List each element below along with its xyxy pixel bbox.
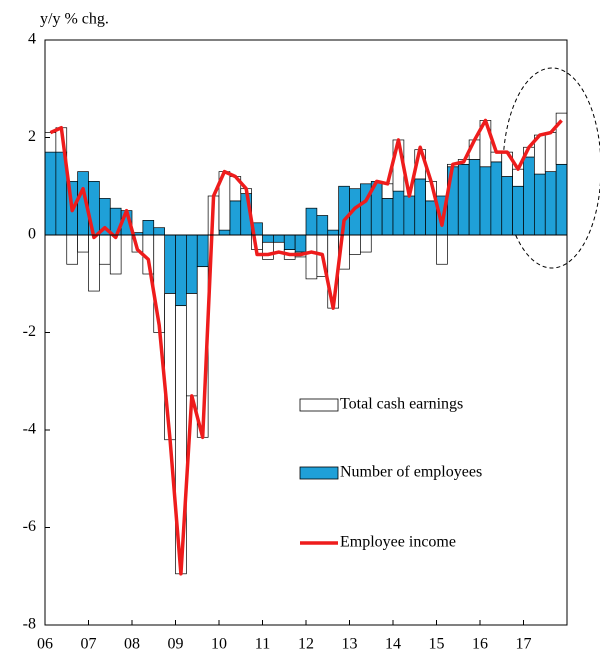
bar [555, 163, 568, 236]
bar [468, 159, 481, 236]
legend-label: Employee income [340, 534, 456, 551]
x-tick-label: 09 [168, 636, 184, 653]
line [49, 118, 563, 576]
bar [153, 227, 165, 236]
bar [294, 234, 307, 253]
bar [196, 234, 209, 268]
bar [262, 241, 274, 260]
bar [436, 234, 448, 265]
bar [403, 195, 416, 236]
bar [305, 207, 318, 236]
bar [262, 234, 274, 243]
y-tick-label: -6 [23, 518, 36, 535]
legend-label: Total cash earnings [340, 396, 463, 413]
x-tick-label: 12 [298, 636, 314, 653]
y-tick-label: 0 [28, 226, 36, 243]
bar [534, 173, 546, 236]
bar [479, 166, 492, 236]
bar [164, 234, 176, 294]
bar [186, 234, 198, 294]
bar [175, 234, 187, 307]
x-tick-label: 10 [211, 636, 227, 653]
y-tick-label: -2 [23, 323, 36, 340]
bar [66, 234, 78, 265]
bar [327, 229, 339, 236]
legend-label: Number of employees [340, 464, 482, 481]
bar [44, 151, 57, 236]
bar [88, 234, 100, 292]
bar [501, 176, 513, 236]
x-tick-label: 06 [37, 636, 53, 653]
x-tick-label: 08 [124, 636, 140, 653]
bar [305, 234, 318, 280]
bar [44, 132, 57, 153]
bar [218, 229, 231, 236]
bar [425, 200, 437, 236]
bar [186, 293, 198, 397]
bar [99, 234, 111, 265]
bar [523, 156, 535, 236]
y-tick-label: 2 [28, 128, 36, 145]
x-tick-label: 07 [81, 636, 97, 653]
x-tick-label: 16 [472, 636, 488, 653]
bar [229, 200, 242, 236]
x-tick-label: 13 [342, 636, 358, 653]
x-tick-label: 14 [385, 636, 401, 653]
bar [414, 178, 426, 236]
y-axis-label: y/y % chg. [40, 11, 109, 28]
bar [512, 168, 524, 187]
x-tick-label: 17 [516, 636, 532, 653]
bar [77, 234, 89, 253]
y-tick-label: -8 [23, 616, 36, 633]
bar [142, 220, 155, 236]
bar [381, 198, 394, 236]
bar [392, 190, 405, 236]
bar [544, 171, 557, 236]
legend-swatch [299, 398, 339, 412]
bar [360, 234, 372, 253]
bar [381, 183, 394, 199]
x-tick-label: 11 [255, 636, 270, 653]
bar [490, 161, 503, 236]
bar [457, 163, 470, 236]
x-tick-label: 15 [429, 636, 445, 653]
bar [283, 234, 296, 250]
bar [316, 215, 329, 236]
y-tick-label: -4 [23, 421, 36, 438]
bar [273, 234, 285, 243]
bar [349, 234, 361, 255]
y-tick-label: 4 [28, 31, 36, 48]
bar [544, 132, 557, 172]
bar [109, 234, 122, 275]
legend-swatch [299, 466, 339, 480]
bar [512, 185, 524, 236]
